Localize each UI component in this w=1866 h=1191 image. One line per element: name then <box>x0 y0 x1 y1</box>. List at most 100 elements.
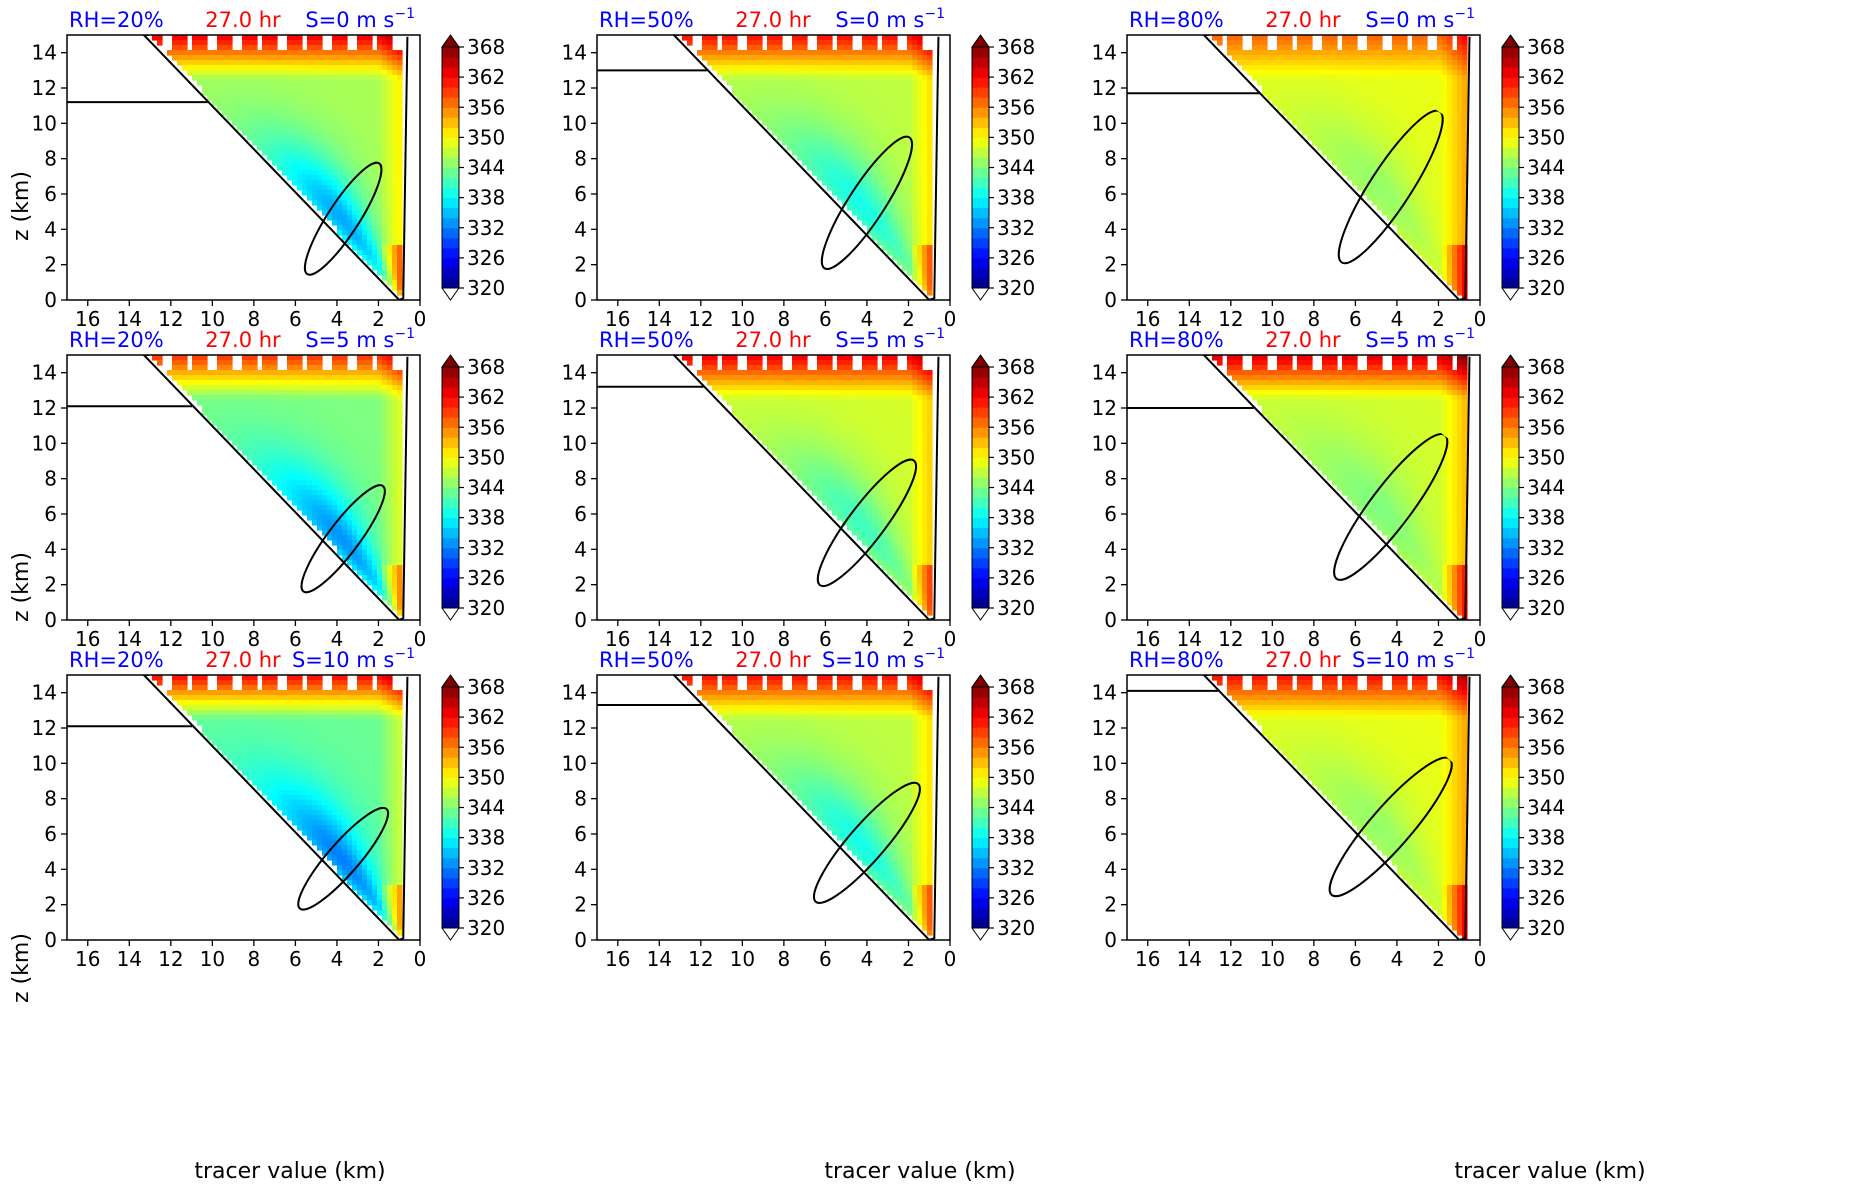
colorbar-tick-label: 368 <box>1527 35 1565 59</box>
x-tick-label: 0 <box>944 627 957 651</box>
axes-frame <box>1126 674 1481 941</box>
colorbar-tick-label: 326 <box>467 566 505 590</box>
colorbar-tick-label: 332 <box>1527 216 1565 240</box>
colorbar-tick-label: 362 <box>467 705 505 729</box>
x-tick-label: 2 <box>902 307 915 331</box>
colorbar-band <box>1502 367 1519 378</box>
panel-title-rh: RH=20% <box>69 8 164 32</box>
x-tick-label: 2 <box>1432 627 1445 651</box>
y-tick-label: 4 <box>44 217 57 241</box>
y-tick-label: 4 <box>574 857 587 881</box>
y-tick-label: 4 <box>1104 857 1117 881</box>
contour-core <box>303 161 383 276</box>
colorbar-band <box>442 887 459 899</box>
x-tick-label: 10 <box>730 627 755 651</box>
colorbar-band <box>972 817 989 829</box>
shear-unit-exponent: −1 <box>394 326 415 342</box>
x-tick-label: 16 <box>1135 307 1160 331</box>
x-tick-label: 14 <box>1177 627 1202 651</box>
colorbar-band <box>1502 377 1519 388</box>
colorbar-band <box>1502 137 1519 148</box>
colorbar-tick-label: 350 <box>997 125 1035 149</box>
colorbar-tick-label: 338 <box>467 186 505 210</box>
colorbar-tick-label: 368 <box>467 355 505 379</box>
colorbar-extend-max <box>971 34 990 48</box>
colorbar-band <box>1502 417 1519 428</box>
contour-envelope <box>142 355 409 620</box>
panel-title-time: 27.0 hr <box>205 648 281 672</box>
x-tick-label: 16 <box>75 307 100 331</box>
x-tick-label: 16 <box>75 627 100 651</box>
y-tick-label: 6 <box>44 822 57 846</box>
y-tick-label: 10 <box>1092 751 1117 775</box>
colorbar-tick-label: 344 <box>1527 156 1565 180</box>
panel-title-rh: RH=50% <box>599 8 694 32</box>
plume-field <box>1212 35 1468 300</box>
colorbar-tick-label: 368 <box>1527 355 1565 379</box>
y-tick-label: 8 <box>574 147 587 171</box>
colorbar-band <box>442 377 459 388</box>
x-tick-label: 4 <box>861 627 874 651</box>
colorbar-tick-label: 338 <box>467 506 505 530</box>
x-tick-label: 12 <box>688 947 713 971</box>
contour-envelope <box>672 355 940 620</box>
colorbar-band <box>1502 527 1519 539</box>
contour-envelope <box>672 35 940 300</box>
colorbar-band <box>1502 197 1519 209</box>
x-tick-label: 14 <box>647 307 672 331</box>
panel-title-rh: RH=80% <box>1129 328 1224 352</box>
y-tick-label: 14 <box>1092 41 1117 65</box>
x-tick-label: 10 <box>200 307 225 331</box>
colorbar-extend-min <box>1501 607 1520 621</box>
colorbar-tick-label: 350 <box>1527 765 1565 789</box>
x-tick-label: 2 <box>372 947 385 971</box>
panel-title-rh: RH=50% <box>599 328 694 352</box>
colorbar-band <box>972 887 989 899</box>
colorbar-band <box>442 227 459 239</box>
y-axis-label-row1: z (km) <box>9 171 34 241</box>
colorbar-tick-label: 332 <box>1527 856 1565 880</box>
colorbar-extend-min <box>971 927 990 941</box>
colorbar-tick-label: 356 <box>467 735 505 759</box>
y-tick-label: 12 <box>562 396 587 420</box>
colorbar-band <box>972 387 989 398</box>
colorbar-band <box>1502 707 1519 718</box>
x-axis-label-col3: tracer value (km) <box>1454 1159 1645 1184</box>
colorbar-tick-label: 362 <box>467 385 505 409</box>
panel-title-rh: RH=80% <box>1129 8 1224 32</box>
x-tick-label: 8 <box>248 307 261 331</box>
colorbar-band <box>1502 257 1519 269</box>
x-tick-label: 4 <box>1391 307 1404 331</box>
colorbar-band <box>442 877 459 889</box>
colorbar-band <box>442 197 459 209</box>
y-axis-label-row3: z (km) <box>9 933 34 1003</box>
x-tick-label: 0 <box>414 307 427 331</box>
colorbar-band <box>1502 397 1519 408</box>
panel-rh50-s5: 16 14 12 10 8 6 4 2 0 0 2 4 6 8 10 12 14 RH=50% 27.0 hr S=5… <box>562 326 1036 651</box>
colorbar-tick-label: 332 <box>467 856 505 880</box>
colorbar-band <box>442 477 459 488</box>
contour-core <box>816 458 918 588</box>
y-tick-label: 2 <box>44 573 57 597</box>
colorbar-band <box>1502 517 1519 529</box>
panel-title-rh: RH=80% <box>1129 648 1224 672</box>
contour-envelope <box>1202 355 1471 620</box>
colorbar-band <box>442 517 459 529</box>
x-tick-label: 6 <box>1349 627 1362 651</box>
x-tick-label: 12 <box>688 307 713 331</box>
colorbar-tick-label: 368 <box>467 35 505 59</box>
colorbar-tick-label: 332 <box>1527 536 1565 560</box>
colorbar-band <box>972 897 989 909</box>
colorbar-band <box>442 167 459 179</box>
y-tick-label: 8 <box>44 147 57 171</box>
x-tick-label: 2 <box>372 627 385 651</box>
y-tick-label: 0 <box>1104 288 1117 312</box>
colorbar-band <box>972 807 989 819</box>
colorbar-band <box>1502 147 1519 158</box>
colorbar-band <box>442 217 459 229</box>
colorbar-band <box>972 107 989 118</box>
colorbar-band <box>972 737 989 748</box>
colorbar: 320 326 332 338 344 350 356 362 368 <box>441 354 505 621</box>
colorbar-band <box>1502 437 1519 448</box>
x-tick-label: 16 <box>605 307 630 331</box>
